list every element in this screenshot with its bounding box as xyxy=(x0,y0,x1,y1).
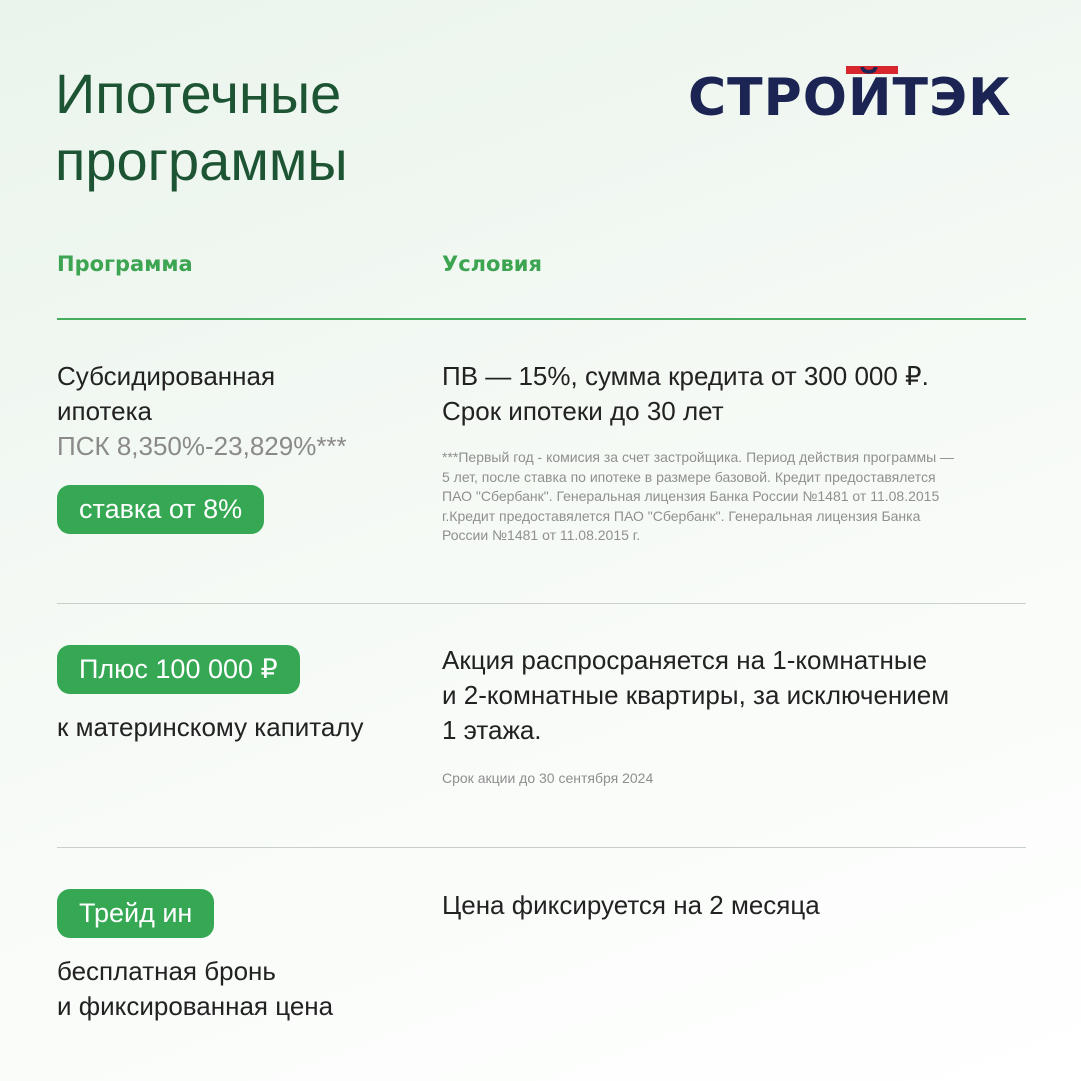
badge: Трейд ин xyxy=(57,889,215,938)
text-line: Субсидированная xyxy=(57,361,276,391)
text-line: Срок ипотеки до 30 лет xyxy=(442,396,724,426)
row-divider xyxy=(57,847,1026,848)
conditions: Акция распросраняется на 1-комнатные и 2… xyxy=(442,643,949,748)
text-line: и 2-комнатные квартиры, за исключением xyxy=(442,680,950,710)
note-line: 5 лет, после ставка по ипотеке в размере… xyxy=(442,468,936,485)
title-line: программы xyxy=(55,129,348,192)
logo-accent xyxy=(846,66,898,74)
text-line: бесплатная бронь xyxy=(57,956,276,986)
note-line: ПАО "Сбербанк". Генеральная лицензия Бан… xyxy=(442,488,940,504)
title-line: Ипотечные xyxy=(55,62,342,125)
text-line: и фиксированная цена xyxy=(57,991,334,1021)
text-line: ПВ — 15%, сумма кредита от 300 000 ₽. xyxy=(442,361,929,391)
text-line: 1 этажа. xyxy=(442,715,542,745)
note-line: г.Кредит предоставялется ПАО "Сбербанк".… xyxy=(442,507,921,524)
note: Срок акции до 30 сентября 2024 xyxy=(442,769,653,789)
program-name: к материнскому капиталу xyxy=(57,710,364,745)
note-line: ***Первый год - комисия за счет застройщ… xyxy=(442,449,955,465)
title: Ипотечные программы xyxy=(55,60,348,194)
badge: Плюс 100 000 ₽ xyxy=(57,645,300,694)
text-line: Акция распросраняется на 1-комнатные xyxy=(442,645,928,675)
program-name: бесплатная бронь и фиксированная цена xyxy=(57,954,333,1024)
conditions: ПВ — 15%, сумма кредита от 300 000 ₽. Ср… xyxy=(442,359,929,429)
text-line: ипотека xyxy=(57,396,152,426)
header-rule xyxy=(57,318,1026,320)
note-line: России №1481 от 11.08.2015 г. xyxy=(442,527,641,543)
program-name: Субсидированная ипотека ПСК 8,350%-23,82… xyxy=(57,359,347,464)
logo: СТРОЙТЭК xyxy=(688,68,1012,128)
column-header: Условия xyxy=(442,252,542,276)
badge: ставка от 8% xyxy=(57,485,265,534)
note: ***Первый год - комисия за счет застройщ… xyxy=(442,448,954,546)
column-header: Программа xyxy=(57,252,193,276)
text-line: Цена фиксируется на 2 месяца xyxy=(442,890,820,920)
text-line: к материнскому капиталу xyxy=(57,712,364,742)
note-line: Срок акции до 30 сентября 2024 xyxy=(442,770,654,786)
psk: ПСК 8,350%-23,829%*** xyxy=(57,431,347,461)
row-divider xyxy=(57,603,1026,604)
conditions: Цена фиксируется на 2 месяца xyxy=(442,888,820,923)
